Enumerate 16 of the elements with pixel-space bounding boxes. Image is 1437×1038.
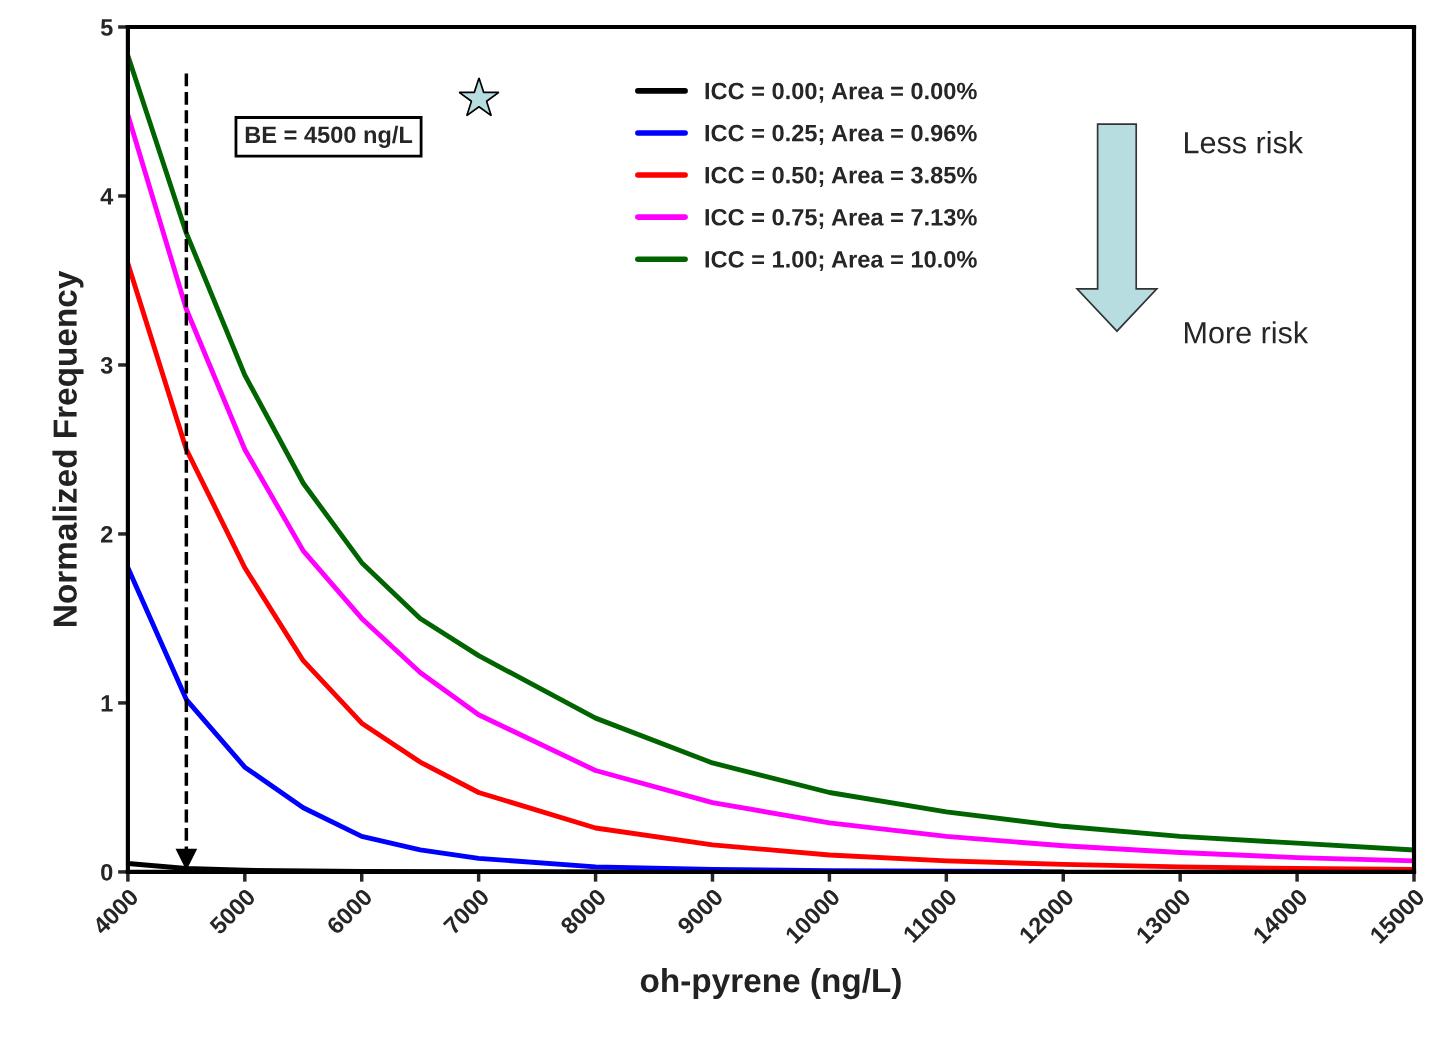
legend-label: ICC = 0.75; Area = 7.13% xyxy=(705,208,977,230)
y-tick-label: 4 xyxy=(100,188,114,205)
annotation: More risk xyxy=(1185,321,1309,344)
y-tick-label: 5 xyxy=(100,19,113,36)
y-tick-label: 3 xyxy=(100,357,113,374)
legend-label: ICC = 0.00; Area = 0.00% xyxy=(705,82,977,103)
x-axis-title: oh-pyrene (ng/L) xyxy=(640,967,901,1000)
legend-label: ICC = 1.00; Area = 10.0% xyxy=(705,250,977,272)
ref-line-label: BE = 4500 ng/L xyxy=(245,125,413,148)
legend-label: ICC = 0.25; Area = 0.96% xyxy=(705,124,977,145)
y-tick-label: 1 xyxy=(101,695,113,712)
y-axis-title: Normalized Frequency xyxy=(52,270,84,626)
y-tick-label: 2 xyxy=(101,526,113,543)
annotation: Less risk xyxy=(1185,131,1304,154)
y-tick-label: 0 xyxy=(101,863,113,881)
legend-label: ICC = 0.50; Area = 3.85% xyxy=(705,166,977,187)
